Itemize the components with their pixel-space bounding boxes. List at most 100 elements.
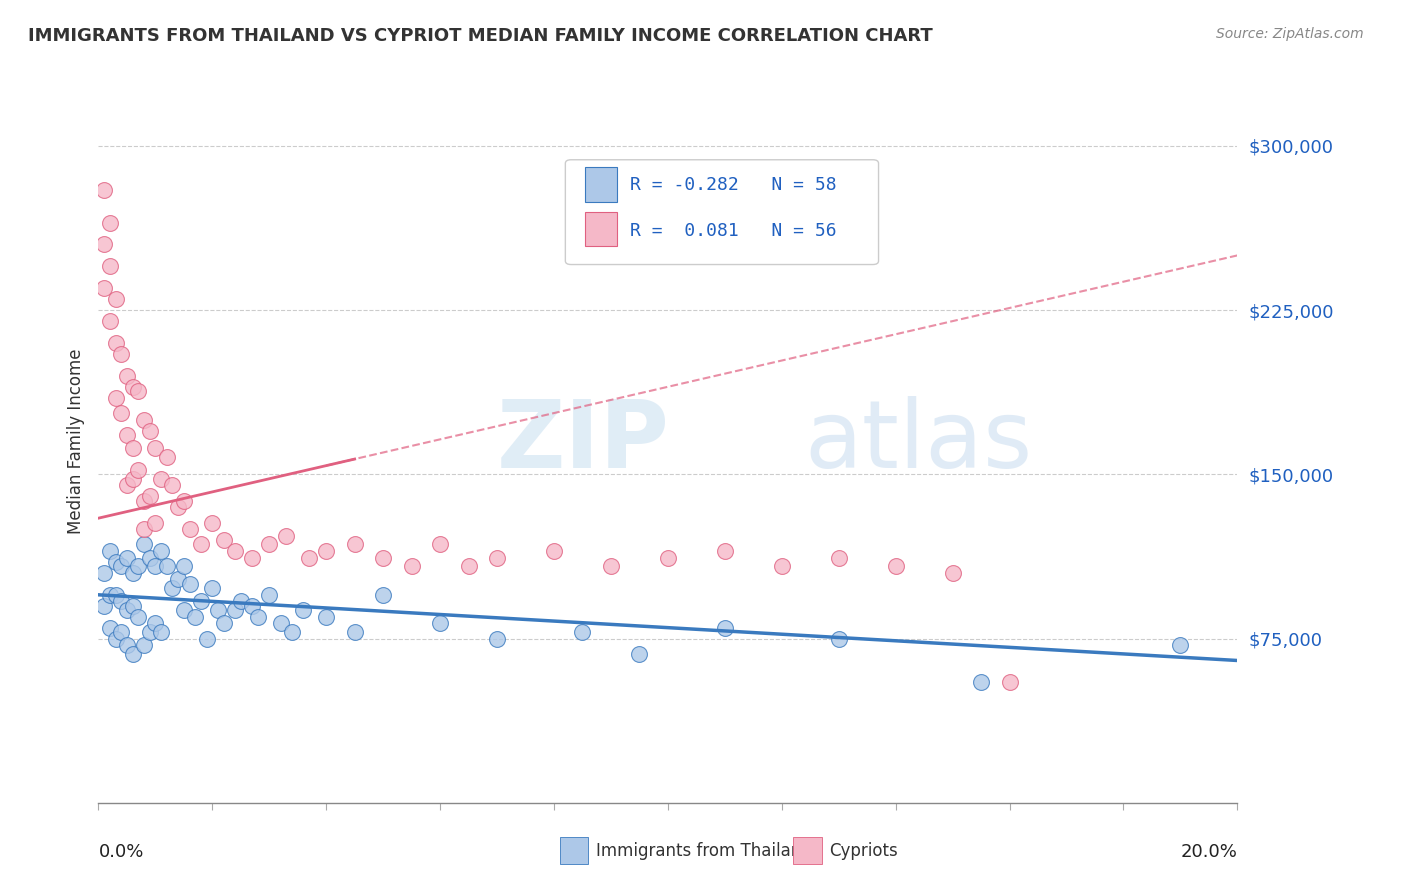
- Point: [115, 428, 138, 442]
- Point: [259, 537, 281, 551]
- Point: [127, 559, 149, 574]
- Point: [98, 260, 121, 274]
- Point: [167, 500, 190, 515]
- Point: [224, 603, 246, 617]
- Point: [281, 625, 304, 640]
- Point: [104, 292, 127, 306]
- Point: [270, 616, 292, 631]
- Point: [167, 573, 190, 587]
- Point: [121, 566, 143, 580]
- FancyBboxPatch shape: [560, 837, 588, 864]
- Point: [104, 336, 127, 351]
- Point: [121, 380, 143, 394]
- Text: IMMIGRANTS FROM THAILAND VS CYPRIOT MEDIAN FAMILY INCOME CORRELATION CHART: IMMIGRANTS FROM THAILAND VS CYPRIOT MEDI…: [28, 27, 932, 45]
- Point: [150, 472, 173, 486]
- Point: [970, 675, 993, 690]
- Point: [315, 609, 337, 624]
- Point: [543, 544, 565, 558]
- Point: [127, 384, 149, 399]
- Point: [1170, 638, 1192, 652]
- Point: [98, 216, 121, 230]
- Point: [173, 559, 195, 574]
- Point: [224, 544, 246, 558]
- Point: [115, 368, 138, 383]
- Point: [190, 537, 212, 551]
- Point: [429, 537, 451, 551]
- Point: [184, 609, 207, 624]
- Point: [884, 559, 907, 574]
- Point: [292, 603, 315, 617]
- Point: [179, 522, 201, 536]
- Point: [315, 544, 337, 558]
- Point: [104, 632, 127, 646]
- Point: [145, 441, 167, 455]
- Point: [115, 478, 138, 492]
- Point: [110, 594, 132, 608]
- Point: [201, 581, 224, 595]
- Text: Cypriots: Cypriots: [830, 842, 898, 860]
- Text: 20.0%: 20.0%: [1181, 843, 1237, 861]
- Point: [145, 616, 167, 631]
- Point: [110, 559, 132, 574]
- FancyBboxPatch shape: [565, 160, 879, 265]
- Point: [121, 647, 143, 661]
- Point: [132, 522, 155, 536]
- Point: [115, 638, 138, 652]
- FancyBboxPatch shape: [585, 211, 617, 246]
- Point: [156, 450, 179, 464]
- Point: [110, 347, 132, 361]
- Point: [298, 550, 321, 565]
- Point: [173, 603, 195, 617]
- Point: [162, 478, 184, 492]
- Point: [259, 588, 281, 602]
- Point: [195, 632, 218, 646]
- Point: [401, 559, 423, 574]
- Point: [179, 577, 201, 591]
- Text: Source: ZipAtlas.com: Source: ZipAtlas.com: [1216, 27, 1364, 41]
- Point: [571, 625, 593, 640]
- Point: [600, 559, 623, 574]
- Point: [104, 588, 127, 602]
- Point: [714, 544, 737, 558]
- Point: [998, 675, 1021, 690]
- Point: [93, 183, 115, 197]
- Point: [132, 537, 155, 551]
- Point: [132, 638, 155, 652]
- Point: [942, 566, 965, 580]
- Text: Immigrants from Thailand: Immigrants from Thailand: [596, 842, 811, 860]
- Point: [132, 412, 155, 426]
- Point: [828, 550, 851, 565]
- Point: [343, 537, 366, 551]
- Point: [98, 621, 121, 635]
- Point: [93, 599, 115, 613]
- Point: [276, 529, 298, 543]
- Point: [138, 424, 160, 438]
- Point: [173, 493, 195, 508]
- Point: [162, 581, 184, 595]
- Point: [373, 550, 395, 565]
- Point: [486, 550, 509, 565]
- Text: ZIP: ZIP: [498, 395, 669, 488]
- Point: [150, 544, 173, 558]
- Point: [93, 281, 115, 295]
- Point: [246, 609, 269, 624]
- Point: [98, 588, 121, 602]
- Point: [207, 603, 229, 617]
- Point: [156, 559, 179, 574]
- Point: [212, 533, 235, 547]
- Point: [145, 559, 167, 574]
- Point: [98, 544, 121, 558]
- Point: [457, 559, 479, 574]
- Point: [121, 472, 143, 486]
- Point: [138, 550, 160, 565]
- Point: [145, 516, 167, 530]
- Point: [828, 632, 851, 646]
- Point: [127, 463, 149, 477]
- Point: [132, 493, 155, 508]
- Point: [714, 621, 737, 635]
- Point: [770, 559, 793, 574]
- Point: [150, 625, 173, 640]
- Point: [373, 588, 395, 602]
- Point: [212, 616, 235, 631]
- Point: [240, 550, 263, 565]
